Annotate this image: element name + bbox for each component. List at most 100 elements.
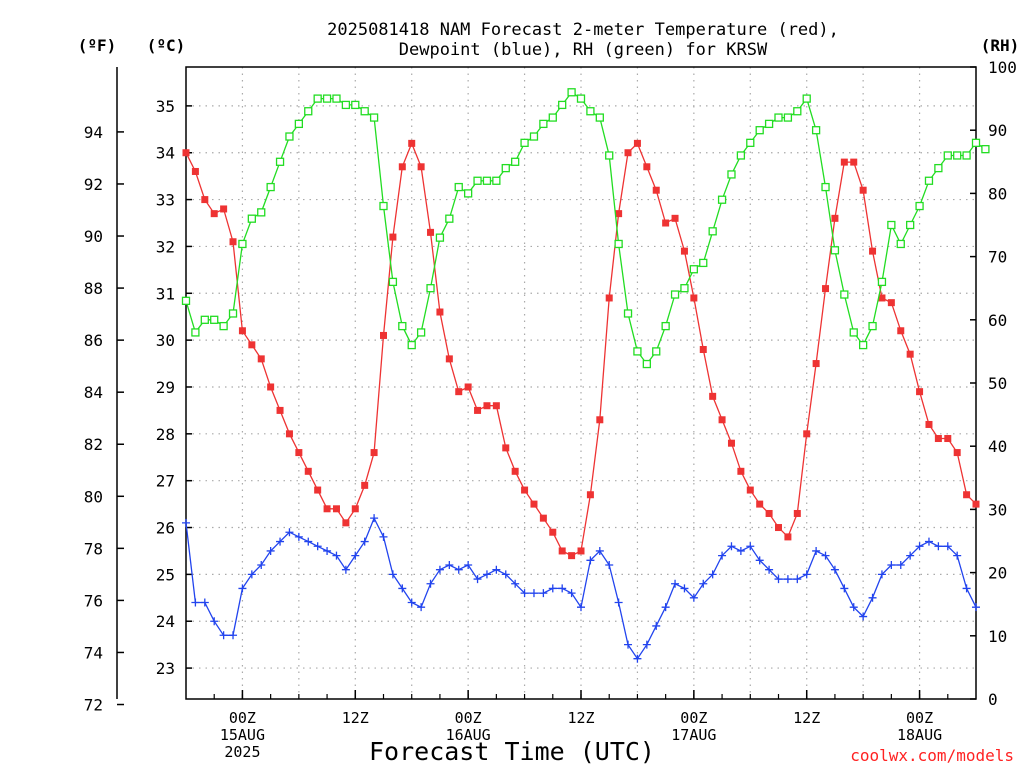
temperature-point [887,299,895,307]
rh-point [266,182,275,192]
rh-point [633,347,642,356]
temperature-point [304,467,312,475]
celsius-tick-label: 30 [156,331,175,350]
temperature-point [380,331,387,339]
dewpoint-point [774,575,783,584]
rh-point [915,201,924,211]
temperature-point [238,327,246,335]
chart-title-line-2: Dewpoint (blue), RH (green) for KRSW [399,40,768,60]
rh-point [313,94,322,103]
rh-point [689,265,699,274]
credit-text: coolwx.com/models [850,746,1014,765]
temperature-point [361,481,369,489]
x-tick-label: 12Z [567,709,594,727]
dewpoint-point [294,532,303,541]
temperature-point [276,406,284,414]
rh-point [426,284,435,293]
rh-point [200,315,209,324]
rh-point [652,347,661,356]
dewpoint-point [868,593,877,602]
celsius-tick-label: 23 [156,659,175,678]
temperature-point [210,210,218,218]
temperature-point [784,533,792,541]
temperature-point [182,149,190,157]
rh-point [219,321,228,331]
temperature-point [944,435,952,443]
rh-point [558,100,567,110]
dewpoint-point [671,579,680,588]
dewpoint-point [501,570,510,579]
temperature-point [408,139,416,147]
celsius-tick-label: 32 [156,237,175,256]
temperature-point [727,439,735,447]
rh-point [670,290,680,299]
temperature-point [596,416,604,424]
dewpoint-point [624,640,633,649]
dewpoint-point [577,603,585,612]
temperature-point [229,238,237,246]
rh-point [492,176,501,185]
rh-point [727,170,736,179]
temperature-point [746,486,754,494]
rh-point [407,340,416,350]
rh-point [501,163,510,173]
dewpoint-point [906,551,915,560]
dewpoint-point [370,514,379,523]
rh-tick-label: 80 [988,184,1007,203]
dewpoint-point [388,570,397,579]
celsius-tick-label: 26 [156,519,175,538]
dewpoint-point [859,612,868,621]
rh-point [840,290,849,299]
dewpoint-point [464,561,473,570]
dewpoint-point [313,542,322,551]
rh-point [567,88,576,97]
dewpoint-point [746,542,755,551]
temperature-point [389,233,397,241]
rh-point [680,284,689,293]
fahrenheit-tick-label: 92 [84,175,103,194]
dewpoint-point [840,584,849,593]
dewpoint-point [586,556,595,565]
dewpoint-point [276,537,285,546]
dewpoint-point [511,579,520,588]
rh-tick-label: 100 [988,58,1017,77]
dewpoint-point [736,546,745,555]
rh-point [548,113,557,122]
temperature-point [323,505,331,513]
rh-point [764,119,774,129]
temperature-point [417,163,425,171]
rh-point [351,100,360,110]
temperature-point [925,420,933,428]
dewpoint-point [304,537,313,546]
dewpoint-point [266,546,275,555]
rh-point [482,176,492,185]
rh-point [398,321,407,331]
fahrenheit-tick-label: 78 [84,539,103,558]
temperature-point [934,435,942,443]
chart-title: 2025081418 NAM Forecast 2-meter Temperat… [327,20,839,60]
dewpoint-point [849,603,858,612]
rh-point [322,94,332,103]
temperature-point [840,158,848,166]
temperature-point [803,430,811,438]
temperature-point [314,486,322,494]
rh-point [416,328,426,337]
dewpoint-point [379,532,388,541]
temperature-point [737,467,745,475]
dewpoint-point [435,565,444,574]
temperature-point [267,383,275,391]
dewpoint-point [454,565,463,574]
rh-point [445,214,454,223]
dewpoint-point [548,584,557,593]
rh-point [981,145,990,154]
temperature-point [492,402,500,410]
fahrenheit-tick-label: 82 [84,435,103,454]
dewpoint-point [887,561,896,570]
series-group [181,88,990,663]
dewpoint-point [492,565,501,574]
temperature-point [285,430,293,438]
rh-point [708,227,717,236]
x-tick-label: 17AUG [671,726,716,744]
dewpoint-point [962,584,971,593]
rh-point [511,157,520,166]
